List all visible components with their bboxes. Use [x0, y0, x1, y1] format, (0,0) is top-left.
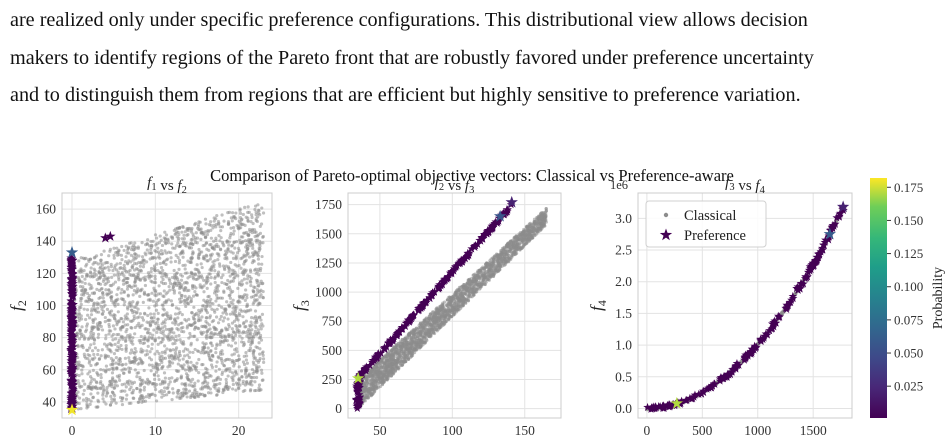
x-tick-label: 1500	[800, 423, 827, 438]
x-tick-label: 500	[692, 423, 713, 438]
y-tick-label: 1.0	[615, 338, 632, 353]
figure-suptitle: Comparison of Pareto-optimal objective v…	[210, 166, 734, 185]
x-tick-label: 0	[643, 423, 650, 438]
subplot-title: f2 vs f3	[435, 175, 475, 196]
legend-label: Preference	[684, 228, 746, 244]
paragraph-line: are realized only under specific prefere…	[10, 9, 808, 31]
subplot-title: f1 vs f2	[147, 175, 187, 196]
colorbar-tick-label: 0.100	[894, 279, 923, 294]
classical-points	[70, 203, 266, 411]
colorbar-tick-label: 0.050	[894, 346, 923, 361]
y-tick-label: 1.5	[615, 306, 632, 321]
y-tick-label: 140	[36, 234, 57, 249]
figure-svg: Comparison of Pareto-optimal objective v…	[7, 166, 946, 444]
y-axis-label: f3	[290, 300, 312, 311]
legend-classical-marker	[663, 212, 669, 218]
subplot-title: f3 vs f4	[725, 175, 765, 196]
paragraph-line: and to distinguish them from regions tha…	[10, 84, 801, 106]
y-tick-label: 1250	[315, 255, 342, 270]
x-tick-label: 10	[149, 423, 163, 438]
y-tick-label: 0.0	[615, 401, 632, 416]
y-multiplier: 1e6	[610, 178, 628, 192]
y-tick-label: 100	[36, 298, 57, 313]
y-axis-label: f4	[587, 300, 609, 311]
y-tick-label: 0.5	[615, 369, 632, 384]
x-tick-label: 0	[69, 423, 76, 438]
y-tick-label: 40	[43, 394, 57, 409]
y-tick-label: 0	[335, 401, 342, 416]
x-tick-label: 50	[373, 423, 387, 438]
x-tick-label: 150	[515, 423, 536, 438]
y-axis-label: f2	[7, 300, 29, 311]
y-tick-label: 1750	[315, 197, 342, 212]
colorbar-tick-label: 0.150	[894, 213, 923, 228]
y-tick-label: 160	[36, 202, 57, 217]
y-tick-label: 2.5	[615, 243, 632, 258]
x-tick-label: 100	[442, 423, 463, 438]
legend-label: Classical	[684, 208, 736, 224]
y-tick-label: 3.0	[615, 211, 632, 226]
colorbar-tick-label: 0.025	[894, 379, 923, 394]
y-tick-label: 120	[36, 266, 57, 281]
axes-frame	[637, 192, 853, 419]
y-tick-label: 1500	[315, 226, 342, 241]
colorbar: 0.025 0.050 0.075 0.100 0.125 0.150 0.175 Proba…	[870, 178, 946, 418]
axes-frame	[61, 192, 273, 419]
legend: Classical Preference	[645, 200, 767, 248]
x-tick-label: 20	[232, 423, 246, 438]
axes-frame	[347, 192, 562, 419]
x-tick-label: 1000	[744, 423, 771, 438]
y-tick-label: 250	[322, 372, 343, 387]
colorbar-label: Probability	[931, 267, 946, 329]
colorbar-tick-label: 0.125	[894, 246, 923, 261]
y-tick-label: 60	[43, 362, 57, 377]
y-tick-label: 500	[322, 343, 343, 358]
colorbar-tick-label: 0.175	[894, 180, 923, 195]
colorbar-gradient	[870, 178, 887, 418]
legend-box	[645, 200, 767, 248]
subplot-3: 0 500 1000 1500 0.0 0.5 1.0 1.5 2.0 2.5 3.0 1e6 f3 v…	[587, 175, 853, 444]
y-tick-label: 750	[322, 314, 343, 329]
colorbar-tick-label: 0.075	[894, 312, 923, 327]
y-tick-label: 80	[43, 330, 57, 345]
body-paragraph: are realized only under specific prefere…	[10, 2, 940, 115]
y-tick-label: 1000	[315, 285, 342, 300]
figure-comparison: Comparison of Pareto-optimal objective v…	[0, 160, 948, 444]
y-tick-label: 2.0	[615, 274, 632, 289]
paragraph-line: makers to identify regions of the Pareto…	[10, 46, 814, 69]
